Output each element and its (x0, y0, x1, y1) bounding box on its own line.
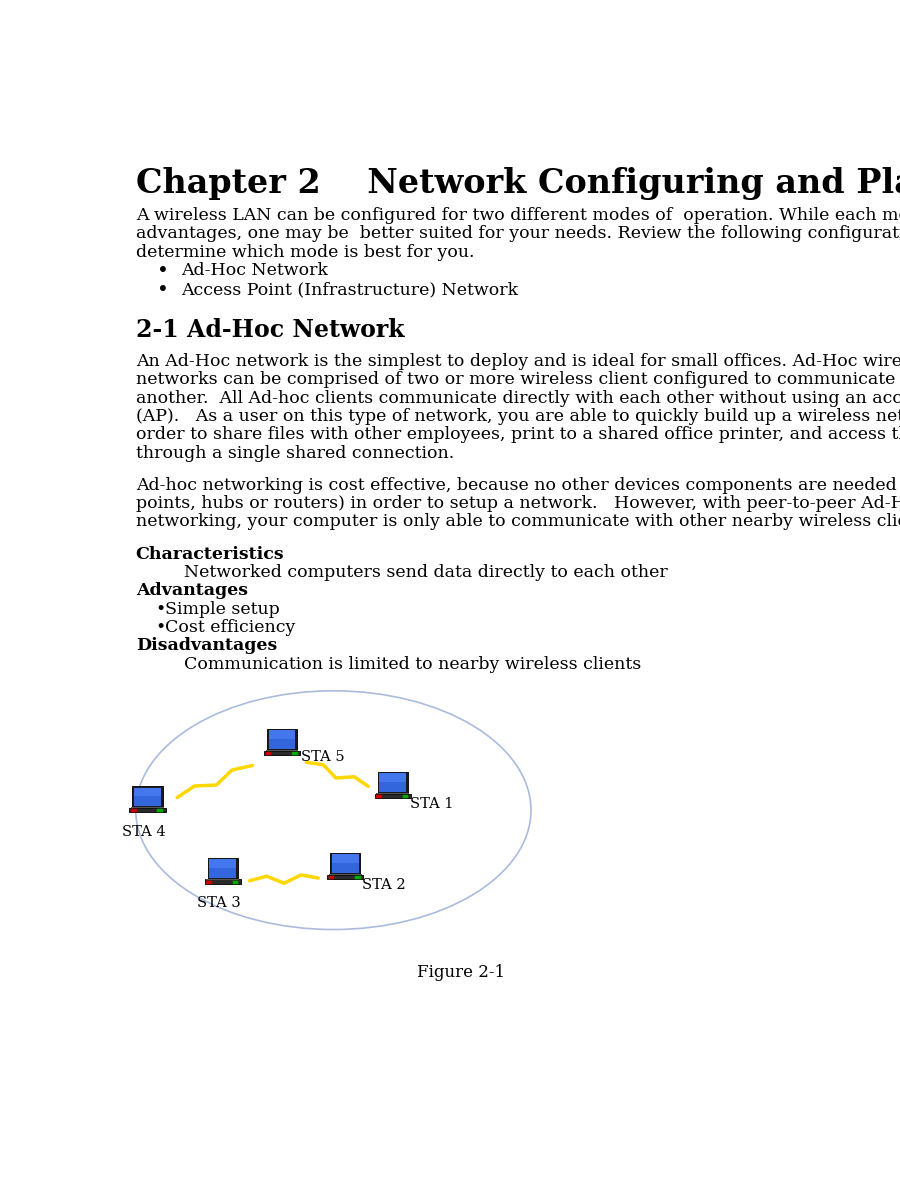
Bar (268, 730, 295, 749)
Text: Access Point (Infrastructure) Network: Access Point (Infrastructure) Network (181, 281, 518, 298)
Text: another.  All Ad-hoc clients communicate directly with each other without using : another. All Ad-hoc clients communicate … (136, 389, 900, 407)
Bar (204, 880, 241, 884)
Text: STA 1: STA 1 (410, 796, 454, 811)
Text: determine which mode is best for you.: determine which mode is best for you. (136, 243, 474, 261)
Bar (379, 773, 406, 792)
Bar (130, 808, 166, 812)
Text: Characteristics: Characteristics (136, 546, 284, 563)
Text: Communication is limited to nearby wireless clients: Communication is limited to nearby wirel… (184, 655, 641, 673)
Text: Cost efficiency: Cost efficiency (166, 618, 295, 636)
Bar (327, 875, 364, 880)
Text: networks can be comprised of two or more wireless client configured to communica: networks can be comprised of two or more… (136, 372, 900, 388)
Bar (209, 859, 236, 878)
Bar (332, 855, 359, 863)
Text: STA 5: STA 5 (301, 750, 344, 763)
Bar (134, 787, 161, 796)
Text: Networked computers send data directly to each other: Networked computers send data directly t… (184, 564, 668, 580)
Text: •: • (155, 601, 166, 617)
Bar (208, 857, 238, 880)
Text: STA 4: STA 4 (122, 825, 166, 839)
Text: points, hubs or routers) in order to setup a network.   However, with peer-to-pe: points, hubs or routers) in order to set… (136, 495, 900, 512)
Bar (268, 730, 295, 738)
Text: An Ad-Hoc network is the simplest to deploy and is ideal for small offices. Ad-H: An Ad-Hoc network is the simplest to dep… (136, 353, 900, 370)
Text: Ad-hoc networking is cost effective, because no other devices components are nee: Ad-hoc networking is cost effective, bec… (136, 477, 900, 494)
Text: Disadvantages: Disadvantages (136, 637, 277, 654)
Text: 2-1 Ad-Hoc Network: 2-1 Ad-Hoc Network (136, 318, 404, 342)
Text: •: • (155, 618, 166, 636)
Bar (264, 750, 300, 755)
Bar (209, 859, 236, 868)
Text: STA 3: STA 3 (197, 896, 240, 910)
Text: Advantages: Advantages (136, 583, 248, 599)
Bar (332, 855, 359, 874)
Text: advantages, one may be  better suited for your needs. Review the following confi: advantages, one may be better suited for… (136, 226, 900, 242)
Bar (132, 786, 163, 808)
Text: •: • (158, 281, 169, 300)
Text: networking, your computer is only able to communicate with other nearby wireless: networking, your computer is only able t… (136, 514, 900, 531)
Text: (AP).   As a user on this type of network, you are able to quickly build up a wi: (AP). As a user on this type of network,… (136, 408, 900, 425)
Bar (330, 852, 360, 875)
Bar (374, 794, 410, 798)
Text: through a single shared connection.: through a single shared connection. (136, 445, 454, 462)
Text: STA 2: STA 2 (363, 877, 406, 891)
Text: order to share files with other employees, print to a shared office printer, and: order to share files with other employee… (136, 426, 900, 443)
Text: •: • (158, 262, 169, 281)
Bar (267, 729, 297, 750)
Bar (379, 773, 406, 781)
Text: Figure 2-1: Figure 2-1 (418, 964, 505, 982)
Bar (378, 772, 408, 794)
Text: Chapter 2    Network Configuring and Planning: Chapter 2 Network Configuring and Planni… (136, 167, 900, 201)
Text: A wireless LAN can be configured for two different modes of  operation. While ea: A wireless LAN can be configured for two… (136, 207, 900, 224)
Bar (134, 787, 161, 806)
Text: Simple setup: Simple setup (166, 601, 280, 617)
Text: Ad-Hoc Network: Ad-Hoc Network (181, 262, 328, 279)
